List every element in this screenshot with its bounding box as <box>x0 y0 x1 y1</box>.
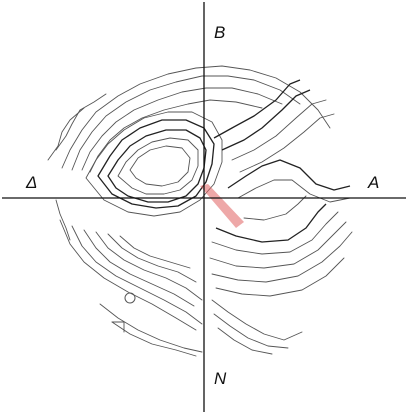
ridge-line <box>221 89 311 151</box>
contour-line <box>107 233 197 283</box>
label-top: B <box>214 23 225 42</box>
ridge-line <box>215 203 327 243</box>
contours-central-blob <box>85 111 223 217</box>
ridge-line <box>213 79 301 139</box>
label-right: A <box>367 173 379 192</box>
contour-line <box>119 235 191 269</box>
contour-line <box>211 211 339 255</box>
contour-line <box>209 221 347 269</box>
contour-line <box>213 313 289 349</box>
contour-line <box>239 113 335 173</box>
contour-line <box>71 225 203 325</box>
label-left: Δ <box>25 173 37 192</box>
contour-line <box>211 231 353 283</box>
contour-line <box>237 179 351 203</box>
label-bottom: N <box>214 369 227 388</box>
contour-line <box>47 107 85 161</box>
contour-line <box>55 199 71 241</box>
contours-right <box>209 79 353 297</box>
contour-line <box>243 195 307 221</box>
contour-line <box>59 219 197 331</box>
contour-line <box>61 65 331 169</box>
contour-line <box>117 137 199 195</box>
contour-line <box>81 87 283 171</box>
contours-upper-left <box>47 65 331 173</box>
contour-line <box>99 303 203 353</box>
small-circle-marker <box>124 292 136 304</box>
contour-line <box>215 257 345 297</box>
contour-line <box>111 321 197 357</box>
contour-line <box>231 99 327 161</box>
ridge-line <box>97 119 215 209</box>
contour-line <box>71 75 301 171</box>
contour-line <box>83 229 195 307</box>
corner-bracket <box>111 321 125 333</box>
contour-line <box>55 93 107 151</box>
contour-line <box>217 327 273 355</box>
contour-line <box>211 299 303 341</box>
contour-line <box>89 99 263 173</box>
contour-line <box>85 111 223 217</box>
contour-line <box>129 145 191 187</box>
red-highlight-band <box>200 184 244 228</box>
contours-lower <box>55 199 303 357</box>
contour-line <box>95 231 203 301</box>
ridge-line <box>107 129 207 203</box>
ridge-line <box>227 159 351 191</box>
